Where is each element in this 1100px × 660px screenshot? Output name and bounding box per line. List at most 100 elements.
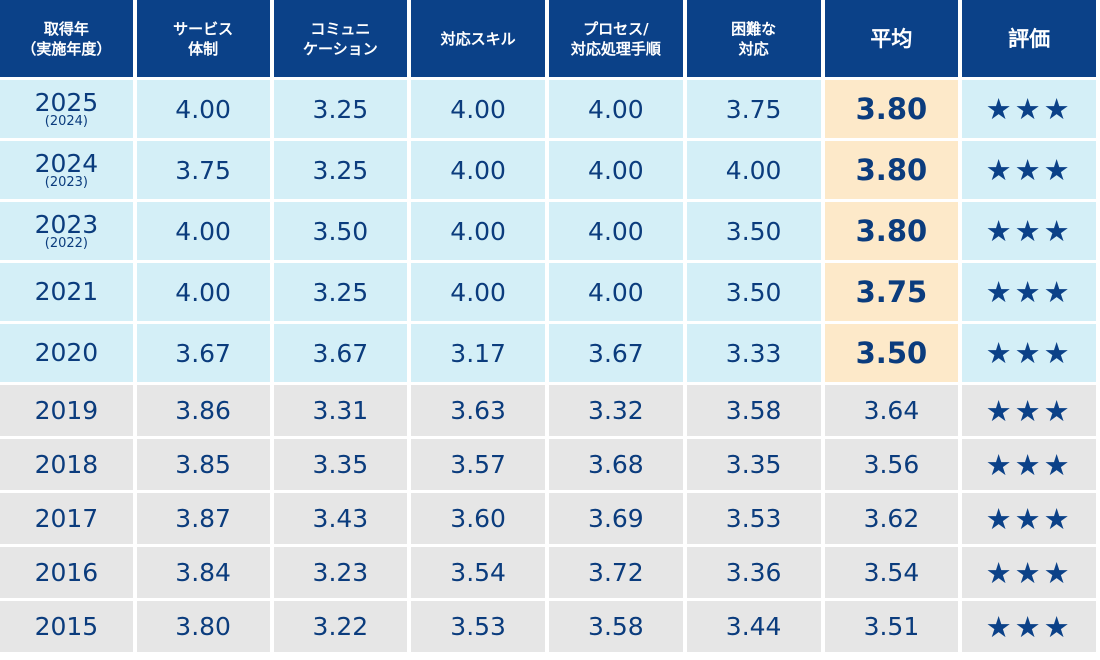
average-score: 3.51 xyxy=(824,601,959,652)
difficult-score: 3.36 xyxy=(686,547,821,598)
communication-score: 3.43 xyxy=(273,493,408,544)
year-label: 2016 xyxy=(34,557,99,587)
rating-stars: ★★★ xyxy=(962,141,1096,199)
star-icon: ★ xyxy=(1043,609,1073,644)
table-row: 2016 3.84 3.23 3.54 3.72 3.36 3.54 ★★★ xyxy=(0,547,1096,598)
average-score: 3.62 xyxy=(824,493,959,544)
year-label: 2019 xyxy=(34,395,99,425)
year-cell: 2016 xyxy=(0,547,133,598)
star-icon: ★ xyxy=(1043,501,1073,536)
star-icon: ★ xyxy=(985,275,1015,309)
star-icon: ★ xyxy=(985,393,1015,428)
process-score: 4.00 xyxy=(549,202,683,260)
star-icon: ★ xyxy=(1043,153,1073,187)
rating-stars: ★★★ xyxy=(962,263,1096,321)
average-score: 3.80 xyxy=(824,202,959,260)
star-icon: ★ xyxy=(1043,214,1073,248)
communication-score: 3.31 xyxy=(273,385,408,436)
header-difficult: 困難な 対応 xyxy=(686,0,821,77)
header-average: 平均 xyxy=(824,0,959,77)
star-icon: ★ xyxy=(1014,609,1044,644)
communication-score: 3.35 xyxy=(273,439,408,490)
process-score: 3.68 xyxy=(549,439,683,490)
communication-score: 3.23 xyxy=(273,547,408,598)
skill-score: 3.17 xyxy=(411,324,546,382)
service-score: 3.86 xyxy=(136,385,270,436)
star-icon: ★ xyxy=(1014,447,1044,482)
year-cell: 2017 xyxy=(0,493,133,544)
year-label: 2025 xyxy=(34,88,99,117)
average-score: 3.75 xyxy=(824,263,959,321)
process-score: 3.32 xyxy=(549,385,683,436)
year-cell: 2024 (2023) xyxy=(0,141,133,199)
process-score: 4.00 xyxy=(549,141,683,199)
difficult-score: 3.33 xyxy=(686,324,821,382)
table-row: 2025 (2024) 4.00 3.25 4.00 4.00 3.75 3.80 ★★★ xyxy=(0,80,1096,138)
star-icon: ★ xyxy=(1014,92,1044,126)
header-rating: 評価 xyxy=(962,0,1096,77)
communication-score: 3.25 xyxy=(273,263,408,321)
star-icon: ★ xyxy=(1014,214,1044,248)
header-process: プロセス/対応処理手順 xyxy=(549,0,683,77)
rating-stars: ★★★ xyxy=(962,547,1096,598)
process-score: 3.58 xyxy=(549,601,683,652)
service-score: 3.67 xyxy=(136,324,270,382)
skill-score: 4.00 xyxy=(411,141,546,199)
year-label: 2017 xyxy=(34,503,99,533)
difficult-score: 3.50 xyxy=(686,202,821,260)
communication-score: 3.25 xyxy=(273,141,408,199)
service-score: 4.00 xyxy=(136,263,270,321)
rating-stars: ★★★ xyxy=(962,202,1096,260)
year-cell: 2019 xyxy=(0,385,133,436)
year-cell: 2023 (2022) xyxy=(0,202,133,260)
communication-score: 3.22 xyxy=(273,601,408,652)
year-label: 2023 xyxy=(34,210,99,239)
table-row: 2023 (2022) 4.00 3.50 4.00 4.00 3.50 3.80 ★★★ xyxy=(0,202,1096,260)
star-icon: ★ xyxy=(1043,275,1073,309)
star-icon: ★ xyxy=(985,501,1015,536)
header-skill: 対応スキル xyxy=(411,0,546,77)
average-score: 3.56 xyxy=(824,439,959,490)
difficult-score: 3.53 xyxy=(686,493,821,544)
difficult-score: 3.58 xyxy=(686,385,821,436)
table-row: 2021 4.00 3.25 4.00 4.00 3.50 3.75 ★★★ xyxy=(0,263,1096,321)
service-score: 3.80 xyxy=(136,601,270,652)
star-icon: ★ xyxy=(985,447,1015,482)
process-score: 3.67 xyxy=(549,324,683,382)
fiscal-year-label: (2024) xyxy=(44,114,88,129)
rating-stars: ★★★ xyxy=(962,385,1096,436)
rating-stars: ★★★ xyxy=(962,80,1096,138)
star-icon: ★ xyxy=(1043,555,1073,590)
star-icon: ★ xyxy=(985,214,1015,248)
star-icon: ★ xyxy=(1014,555,1044,590)
skill-score: 3.54 xyxy=(411,547,546,598)
table-row: 2018 3.85 3.35 3.57 3.68 3.35 3.56 ★★★ xyxy=(0,439,1096,490)
star-icon: ★ xyxy=(1043,336,1073,370)
process-score: 3.72 xyxy=(549,547,683,598)
year-label: 2024 xyxy=(34,149,99,178)
communication-score: 3.25 xyxy=(273,80,408,138)
service-score: 3.84 xyxy=(136,547,270,598)
year-label: 2020 xyxy=(34,338,99,367)
difficult-score: 3.75 xyxy=(686,80,821,138)
star-icon: ★ xyxy=(1043,92,1073,126)
rating-stars: ★★★ xyxy=(962,439,1096,490)
service-score: 3.75 xyxy=(136,141,270,199)
average-score: 3.50 xyxy=(824,324,959,382)
star-icon: ★ xyxy=(985,336,1015,370)
star-icon: ★ xyxy=(1043,447,1073,482)
process-score: 4.00 xyxy=(549,80,683,138)
header-row: 取得年 （実施年度） サービス 体制 コミュニ ケーション 対応スキル プロセス/対応… xyxy=(0,0,1096,77)
year-label: 2015 xyxy=(34,611,99,641)
star-icon: ★ xyxy=(985,153,1015,187)
year-cell: 2021 xyxy=(0,263,133,321)
fiscal-year-label: (2023) xyxy=(44,175,88,190)
skill-score: 3.60 xyxy=(411,493,546,544)
star-icon: ★ xyxy=(1014,153,1044,187)
skill-score: 4.00 xyxy=(411,80,546,138)
service-score: 3.87 xyxy=(136,493,270,544)
header-year: 取得年 （実施年度） xyxy=(0,0,133,77)
rating-stars: ★★★ xyxy=(962,601,1096,652)
table-row: 2019 3.86 3.31 3.63 3.32 3.58 3.64 ★★★ xyxy=(0,385,1096,436)
